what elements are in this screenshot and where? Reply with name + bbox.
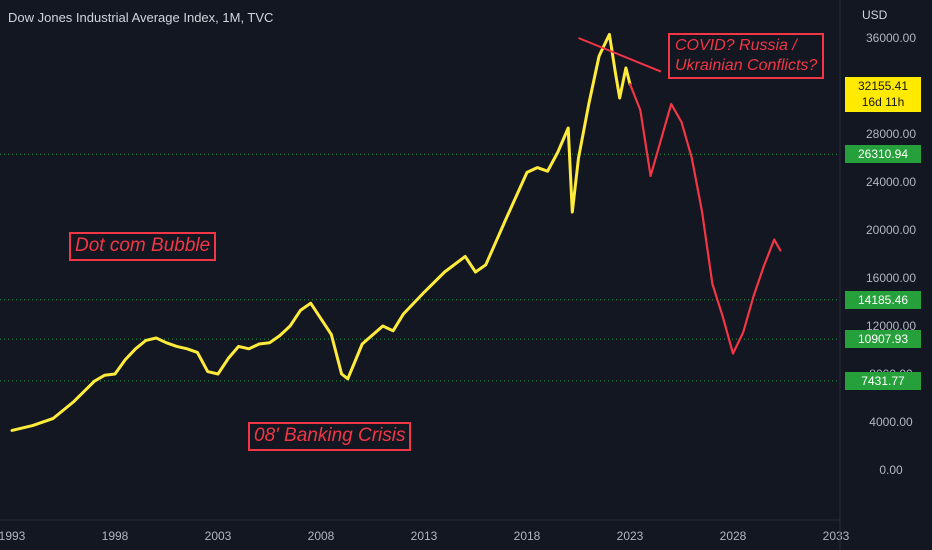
x-tick-label: 2028: [720, 529, 747, 543]
x-tick-label: 1998: [102, 529, 129, 543]
series-layer: [10, 32, 782, 432]
current-price-badge: 32155.41 16d 11h: [845, 77, 921, 112]
support-level-badge: 7431.77: [845, 371, 921, 390]
support-level-badge: 26310.94: [845, 145, 921, 164]
projection-line[interactable]: [628, 82, 782, 355]
y-tick-label: 28000.00: [866, 127, 916, 141]
bar-countdown: 16d 11h: [861, 95, 905, 109]
current-price-value: 32155.41: [857, 79, 909, 93]
x-tick-label: 2033: [823, 529, 850, 543]
x-tick-label: 2018: [514, 529, 541, 543]
x-tick-label: 1993: [0, 529, 26, 543]
y-tick-label: 24000.00: [866, 175, 916, 189]
annotation-dotcom[interactable]: Dot com Bubble: [69, 232, 217, 261]
historical-price-line[interactable]: [10, 32, 632, 432]
x-axis: 1993 1998 2003 2008 2013 2018 2023 2028 2033: [0, 529, 850, 543]
support-level-badge: 10907.93: [845, 330, 921, 349]
y-tick-label: 12000.00: [866, 319, 916, 333]
annotation-banking[interactable]: 08' Banking Crisis: [248, 422, 412, 451]
y-tick-label: 4000.00: [869, 415, 913, 429]
x-tick-label: 2008: [308, 529, 335, 543]
support-lines: [0, 153, 840, 382]
y-tick-label: 20000.00: [866, 223, 916, 237]
downward-trendline[interactable]: [578, 37, 662, 73]
y-tick-label: 0.00: [879, 463, 903, 477]
y-tick-label: 36000.00: [866, 31, 916, 45]
x-tick-label: 2013: [411, 529, 438, 543]
support-level-badge: 14185.46: [845, 290, 921, 309]
y-tick-label: 16000.00: [866, 271, 916, 285]
chart-title: Dow Jones Industrial Average Index, 1M, …: [8, 10, 274, 25]
currency-label: USD: [862, 8, 888, 22]
x-tick-label: 2003: [205, 529, 232, 543]
x-tick-label: 2023: [617, 529, 644, 543]
annotation-covid[interactable]: COVID? Russia / Ukrainian Conflicts?: [668, 33, 825, 79]
